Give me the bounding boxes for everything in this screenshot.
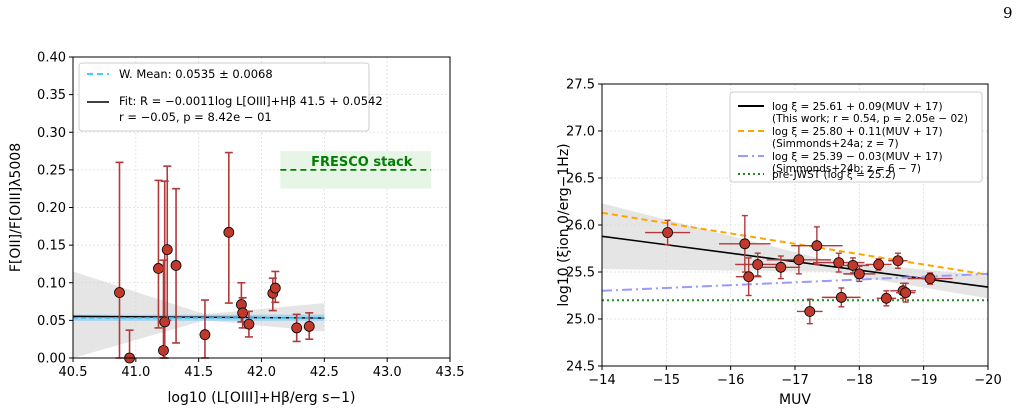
data-point xyxy=(853,268,865,280)
fresco-label: FRESCO stack xyxy=(311,155,413,170)
data-point xyxy=(159,316,171,328)
y-tick-label: 27.5 xyxy=(566,78,595,93)
data-point xyxy=(775,261,787,273)
x-tick-label: −20 xyxy=(974,373,1001,388)
x-tick-label: 42.5 xyxy=(310,365,339,380)
data-point xyxy=(170,260,182,271)
x-tick-label: −18 xyxy=(846,373,873,388)
y-tick-label: 25.0 xyxy=(566,313,595,328)
data-point xyxy=(892,255,904,267)
x-tick-label: 43.5 xyxy=(436,365,465,380)
data-point xyxy=(153,263,164,274)
relation-line xyxy=(601,211,989,276)
x-tick-label: 41.0 xyxy=(121,365,150,380)
x-tick-label: 41.5 xyxy=(184,365,213,380)
y-tick-label: 0.05 xyxy=(37,314,66,329)
y-tick-label: 0.10 xyxy=(37,276,66,291)
y-tick-label: 25.5 xyxy=(566,266,595,281)
y-tick-label: 0.00 xyxy=(37,352,66,367)
data-point xyxy=(243,318,255,330)
data-point xyxy=(269,282,281,294)
y-tick-label: 0.25 xyxy=(37,163,66,178)
legend-label: (Simmonds+24a; z = 7) xyxy=(772,138,899,150)
relation-line xyxy=(601,272,989,292)
data-point xyxy=(835,291,847,303)
data-point xyxy=(743,271,755,283)
data-point xyxy=(793,254,805,266)
data-point xyxy=(752,259,764,270)
y-axis-label: log10 (ξion,0/erg−1Hz) xyxy=(556,143,572,306)
data-point xyxy=(847,260,859,271)
x-tick-label: −19 xyxy=(910,373,937,388)
data-point xyxy=(924,273,936,284)
x-axis-label: MUV xyxy=(779,392,811,408)
data-point xyxy=(291,322,303,334)
y-tick-label: 26.0 xyxy=(566,219,595,234)
legend-label: log ξ = 25.61 + 0.09(MUV + 17) xyxy=(772,101,943,113)
legend-box xyxy=(78,62,370,132)
data-point xyxy=(873,259,885,270)
legend-label: r = −0.05, p = 8.42e − 01 xyxy=(119,110,272,124)
y-tick-label: 0.35 xyxy=(37,88,66,103)
x-tick-label: −17 xyxy=(781,373,808,388)
legend-label: (This work; r = 0.54, p = 2.05e − 02) xyxy=(772,113,968,125)
legend-label: (Simmonds+24b; z = 6 − 7) xyxy=(772,163,921,175)
legend-box xyxy=(729,91,983,183)
legend-label: log ξ = 25.80 + 0.11(MUV + 17) xyxy=(772,126,943,138)
legend-label: W. Mean: 0.0535 ± 0.0068 xyxy=(119,67,273,81)
data-point xyxy=(303,320,315,332)
legend-label: pre-JWST (log ξ = 25.2) xyxy=(772,169,896,181)
x-tick-label: −14 xyxy=(588,373,615,388)
data-point xyxy=(158,345,169,356)
y-tick-label: 26.5 xyxy=(566,172,595,187)
x-tick-label: 42.0 xyxy=(247,365,276,380)
right-panel: −14 −15 −16 −17 −18 −19 −20 24.5 25.0 25.5 26.0 26.… xyxy=(556,78,1002,409)
y-tick-label: 24.5 xyxy=(566,360,595,375)
page-number: 9 xyxy=(1003,4,1013,22)
x-axis-label: log10 (L[OIII]+Hβ/erg s−1) xyxy=(168,390,356,406)
x-tick-label: −15 xyxy=(653,373,680,388)
x-tick-label: 40.5 xyxy=(59,365,88,380)
data-point xyxy=(223,226,235,238)
data-point xyxy=(880,292,892,304)
data-point xyxy=(161,244,173,256)
legend: log ξ = 25.61 + 0.09(MUV + 17)(This work… xyxy=(729,91,983,183)
data-point xyxy=(114,287,125,298)
left-panel: FRESCO stack 40.5 41.0 41.5 42.0 42.5 43.0 43.5… xyxy=(8,51,464,407)
legend-label: log ξ = 25.39 − 0.03(MUV + 17) xyxy=(772,151,943,163)
data-point xyxy=(199,329,211,341)
y-tick-label: 27.0 xyxy=(566,125,595,140)
y-tick-label: 0.20 xyxy=(37,201,66,216)
data-point xyxy=(739,238,751,250)
data-point xyxy=(662,227,674,238)
y-tick-label: 0.30 xyxy=(37,126,66,141)
y-axis-label: F[OII]/F[OIII]λ5008 xyxy=(8,143,24,272)
legend: W. Mean: 0.0535 ± 0.0068 Fit: R = −0.0011… xyxy=(78,62,383,132)
data-point xyxy=(237,307,249,319)
x-tick-label: −16 xyxy=(717,373,744,388)
y-tick-label: 0.40 xyxy=(37,51,66,66)
data-point xyxy=(811,240,823,252)
data-point xyxy=(900,287,912,299)
data-point xyxy=(804,306,816,317)
y-tick-label: 0.15 xyxy=(37,239,66,254)
x-tick-label: 43.0 xyxy=(373,365,402,380)
legend-label: Fit: R = −0.0011log L[OIII]+Hβ 41.5 + 0.… xyxy=(119,94,383,108)
